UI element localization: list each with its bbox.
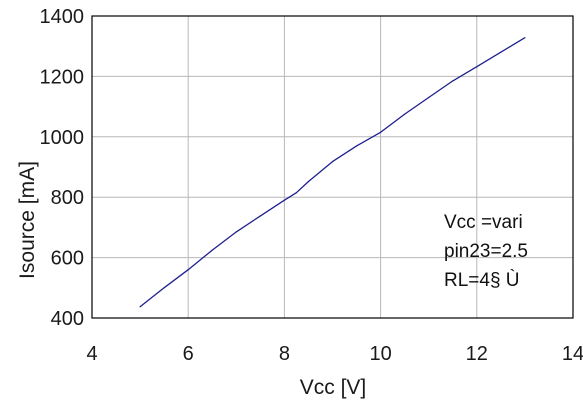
data-point — [524, 37, 526, 39]
data-point — [452, 80, 454, 82]
data-point — [404, 113, 406, 115]
data-point — [283, 199, 285, 201]
data-point — [331, 161, 334, 163]
data-point — [163, 287, 165, 289]
data-point — [428, 96, 430, 99]
x-tick-label: 8 — [279, 343, 290, 365]
y-tick-label: 600 — [51, 248, 84, 270]
data-point — [356, 145, 358, 147]
data-point — [187, 269, 189, 271]
y-tick-label: 800 — [51, 187, 84, 209]
y-tick-label: 1000 — [40, 127, 85, 149]
y-tick-label: 1400 — [40, 6, 85, 28]
x-axis-title: Vcc [V] — [300, 376, 367, 399]
x-tick-label: 10 — [369, 343, 391, 365]
data-point — [295, 192, 297, 194]
y-tick-label: 400 — [51, 308, 84, 330]
x-tick-label: 4 — [86, 343, 97, 365]
data-point — [139, 306, 141, 308]
plot-area — [92, 16, 573, 318]
tick-labels: 4 6 8 10 12 14 400 600 800 1000 1200 1400 — [40, 6, 583, 365]
series-layer — [139, 37, 526, 308]
annotation-rl: RL=4§ Ù — [444, 269, 520, 291]
data-point — [500, 51, 502, 53]
x-tick-label: 12 — [466, 343, 488, 365]
data-point — [476, 66, 478, 68]
annotation-pin23: pin23=2.5 — [444, 241, 528, 262]
series-line — [139, 37, 526, 308]
plot-border — [91, 15, 574, 319]
x-tick-label: 6 — [183, 343, 194, 365]
annotation-vcc: Vcc =vari — [444, 212, 523, 233]
data-point — [307, 180, 310, 183]
data-point — [211, 249, 213, 251]
y-axis-title: Isource [mA] — [16, 161, 39, 279]
y-tick-label: 1200 — [40, 66, 85, 88]
data-point — [235, 231, 237, 233]
data-point — [259, 215, 261, 217]
x-tick-label: 14 — [562, 343, 583, 365]
data-point — [380, 131, 382, 133]
